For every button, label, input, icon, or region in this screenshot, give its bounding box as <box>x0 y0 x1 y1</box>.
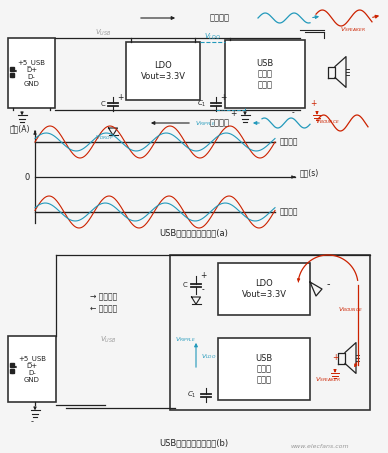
Text: $V_{SPEAKER}$: $V_{SPEAKER}$ <box>315 376 341 385</box>
Text: $V_{BOUNCE}$: $V_{BOUNCE}$ <box>338 306 363 314</box>
Text: +: + <box>230 109 236 117</box>
Bar <box>218 263 310 315</box>
Text: C: C <box>100 101 105 107</box>
Bar <box>225 40 305 108</box>
Text: USB到音频的简单电路(a): USB到音频的简单电路(a) <box>159 228 229 237</box>
Text: -: - <box>31 418 33 427</box>
Text: C: C <box>182 282 187 288</box>
Text: LDO
Vout=3.3V: LDO Vout=3.3V <box>241 280 286 299</box>
Text: $V_{RIPPLE}$: $V_{RIPPLE}$ <box>175 336 197 344</box>
Text: $C_1$: $C_1$ <box>187 390 197 400</box>
Text: -: - <box>12 121 14 130</box>
Text: -: - <box>202 285 204 294</box>
Text: $V_{SPEAKER}$: $V_{SPEAKER}$ <box>340 25 366 34</box>
Text: +: + <box>200 271 206 280</box>
Text: USB
到音频
驱动器: USB 到音频 驱动器 <box>256 59 274 89</box>
Text: +: + <box>332 353 338 362</box>
Text: +: + <box>117 93 123 102</box>
Text: 0: 0 <box>25 173 30 182</box>
Text: 接地电流: 接地电流 <box>280 207 298 217</box>
Bar <box>218 338 310 400</box>
Text: www.elecfans.com: www.elecfans.com <box>290 444 349 449</box>
Bar <box>170 255 370 410</box>
Text: 接地电流: 接地电流 <box>210 119 230 127</box>
Text: $V_{USB}$: $V_{USB}$ <box>95 28 111 38</box>
Text: $V_{RIPPLE}$: $V_{RIPPLE}$ <box>195 120 216 129</box>
Text: $V_{LDO}$: $V_{LDO}$ <box>204 32 221 42</box>
Text: $V_{BOUNCE}$: $V_{BOUNCE}$ <box>315 117 340 126</box>
Text: 输入电流: 输入电流 <box>210 14 230 23</box>
Text: $V_{DROP}$: $V_{DROP}$ <box>95 134 114 142</box>
Text: +5_USB
D+
D-
GND: +5_USB D+ D- GND <box>17 59 45 87</box>
Text: +: + <box>310 100 316 109</box>
Text: USB
到音频
驱动器: USB 到音频 驱动器 <box>255 354 273 384</box>
Text: +5_USB
D+
D-
GND: +5_USB D+ D- GND <box>18 355 46 383</box>
Text: 电流(A): 电流(A) <box>9 125 30 134</box>
Text: → 输入电流: → 输入电流 <box>90 293 117 302</box>
Text: 输入电流: 输入电流 <box>280 138 298 146</box>
Text: -: - <box>222 106 224 116</box>
Text: USB到音频的简单电路(b): USB到音频的简单电路(b) <box>159 439 229 448</box>
Text: -: - <box>292 109 294 117</box>
Text: $V_{LDO}$: $V_{LDO}$ <box>201 352 217 361</box>
Text: 时间(s): 时间(s) <box>300 169 319 178</box>
Text: ← 接地电流: ← 接地电流 <box>90 304 117 313</box>
Text: -: - <box>119 106 121 116</box>
Text: -: - <box>326 279 330 289</box>
Text: $V_{USB}$: $V_{USB}$ <box>100 335 116 345</box>
Text: LDO
Vout=3.3V: LDO Vout=3.3V <box>140 61 185 81</box>
Bar <box>8 336 56 402</box>
Bar <box>126 42 200 100</box>
Text: +: + <box>220 93 226 102</box>
Bar <box>8 38 55 108</box>
Text: $C_1$: $C_1$ <box>197 99 207 109</box>
